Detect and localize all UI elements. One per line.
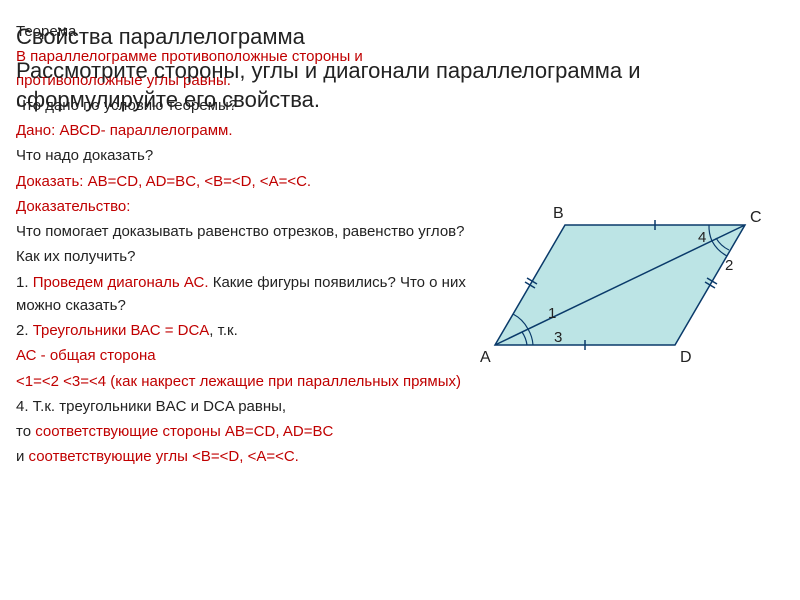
q-helps: Что помогает доказывать равенство отрезк… (16, 223, 464, 240)
step2-tail: , т.к. (209, 322, 237, 339)
step1-prefix: 1. (16, 274, 33, 291)
and-prefix: и (16, 448, 29, 465)
angles-result: соответствующие углы <B=<D, <A=<C. (29, 448, 299, 465)
step4: 4. Т.к. треугольники BAC и DCA равны, (16, 398, 286, 415)
given: Дано: АВСD- параллелограмм. (16, 122, 233, 139)
angles-eq: <1=<2 <3=<4 (как накрест лежащие при пар… (16, 373, 461, 390)
sides-eq: соответствующие стороны АВ=СD, AD=BC (35, 423, 333, 440)
q-how: Как их получить? (16, 248, 135, 265)
step1-red: Проведем диагональ АС. (33, 274, 209, 291)
then-prefix: то (16, 423, 35, 440)
common-side: АС - общая сторона (16, 347, 156, 364)
proof-label: Доказательство: (16, 198, 130, 215)
page-subtitle: Рассмотрите стороны, углы и диагонали па… (16, 56, 800, 115)
step2-prefix: 2. (16, 322, 33, 339)
q-prove: Что надо доказать? (16, 147, 153, 164)
prove: Доказать: АВ=СD, AD=BC, <B=<D, <A=<C. (16, 173, 311, 190)
page-title: Свойства параллелограмма (16, 22, 800, 52)
step2-red: Треугольники ВАС = DCA (33, 322, 210, 339)
